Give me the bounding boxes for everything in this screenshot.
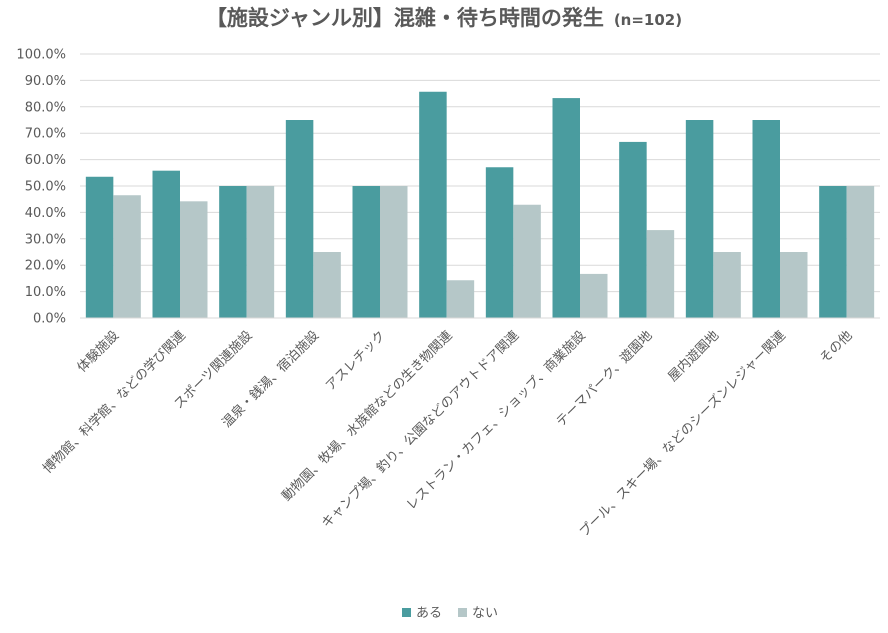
x-tick-label: 屋内遊園地 xyxy=(665,328,722,385)
y-axis: 0.0% 10.0% 20.0% 30.0% 40.0% 50.0% 60.0% 70.0% 8… xyxy=(16,48,66,327)
y-tick-label: 30.0% xyxy=(25,232,66,247)
y-tick-label: 50.0% xyxy=(25,180,66,195)
bar-aru xyxy=(619,141,647,318)
legend-label: ある xyxy=(416,606,442,621)
bar-nai xyxy=(846,186,875,318)
bar-nai xyxy=(113,195,141,318)
bar-aru xyxy=(352,186,380,318)
y-tick-label: 60.0% xyxy=(25,153,66,168)
y-tick-label: 70.0% xyxy=(25,127,66,142)
bar-nai xyxy=(646,230,675,318)
y-tick-label: 10.0% xyxy=(25,285,66,300)
x-tick-label: 体験施設 xyxy=(74,328,122,376)
chart-title-text: 【施設ジャンル別】混雑・待ち時間の発生 xyxy=(205,6,604,30)
bars xyxy=(85,91,875,318)
bar-nai xyxy=(780,252,808,318)
legend-swatch xyxy=(402,608,411,617)
chart-title: 【施設ジャンル別】混雑・待ち時間の発生 (n=102) xyxy=(0,2,888,32)
y-tick-label: 90.0% xyxy=(25,74,66,89)
legend-label: ない xyxy=(472,606,498,621)
x-tick-label: アスレチック xyxy=(323,328,389,394)
bar-nai xyxy=(446,280,475,318)
bar-aru xyxy=(285,120,314,318)
x-tick-label: 博物館、科学館、などの学び関連 xyxy=(40,328,189,477)
bar-nai xyxy=(513,204,541,318)
y-tick-label: 0.0% xyxy=(33,312,66,327)
bar-aru xyxy=(152,170,180,318)
bar-aru xyxy=(419,91,447,318)
legend-swatch xyxy=(458,608,467,617)
bar-aru xyxy=(85,176,114,318)
bar-nai xyxy=(580,273,608,318)
bar-aru xyxy=(685,120,714,318)
y-tick-label: 80.0% xyxy=(25,100,66,115)
y-tick-label: 40.0% xyxy=(25,206,66,221)
bar-nai xyxy=(246,186,275,318)
chart-subtitle: (n=102) xyxy=(613,11,683,29)
legend: ある ない xyxy=(402,606,498,621)
y-tick-label: 20.0% xyxy=(25,259,66,274)
bar-aru xyxy=(752,120,780,318)
bar-aru xyxy=(552,98,580,318)
bar-aru xyxy=(485,167,514,318)
bar-nai xyxy=(380,186,408,318)
bar-nai xyxy=(180,201,208,318)
bar-nai xyxy=(313,252,341,318)
bar-aru xyxy=(819,186,847,318)
bar-nai xyxy=(713,252,741,318)
x-tick-label: その他 xyxy=(817,328,855,366)
bar-aru xyxy=(219,186,247,318)
y-tick-label: 100.0% xyxy=(16,48,66,63)
